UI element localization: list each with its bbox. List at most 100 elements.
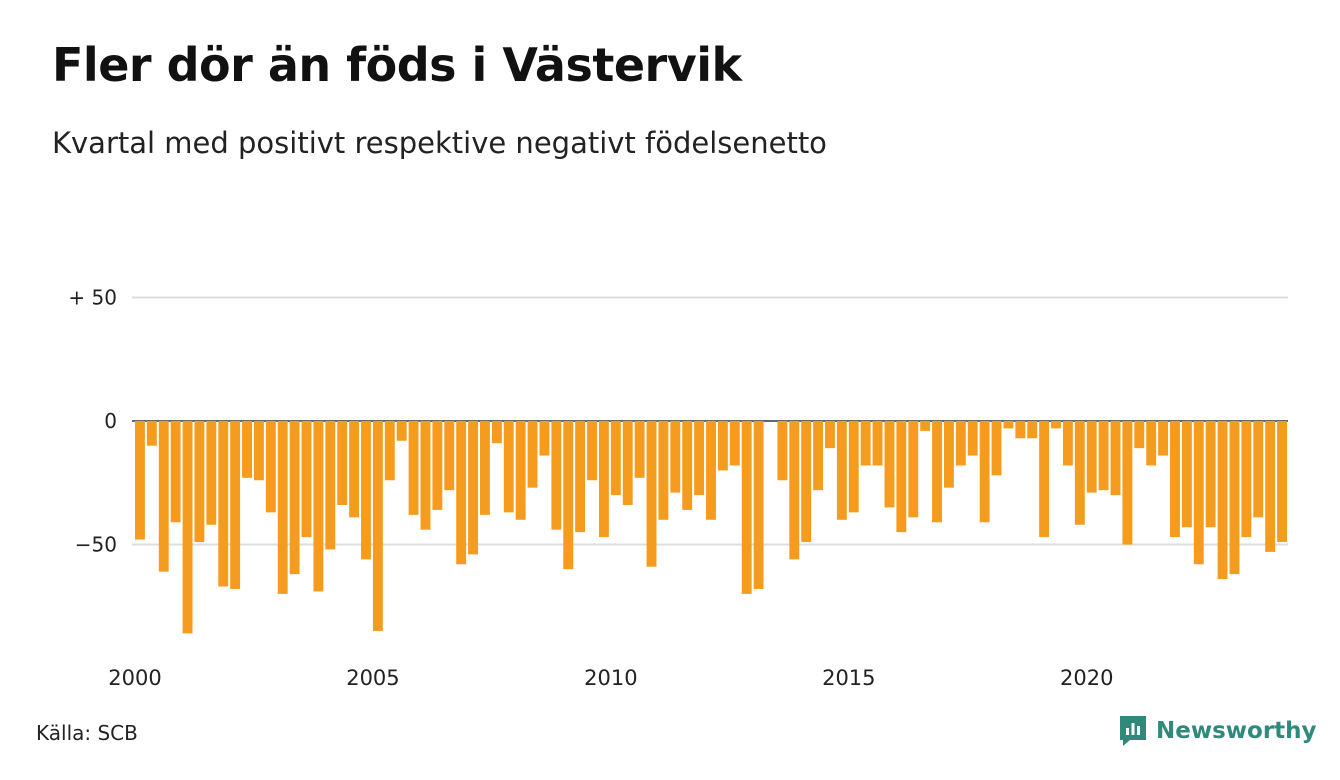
- bar: [158, 421, 169, 572]
- bar: [491, 421, 502, 444]
- y-tick-label: −50: [75, 533, 117, 557]
- bar: [1062, 421, 1073, 466]
- bar: [1015, 421, 1026, 439]
- bar: [1110, 421, 1121, 496]
- bar: [872, 421, 883, 466]
- bar: [218, 421, 229, 587]
- bar: [135, 421, 145, 540]
- bar: [753, 421, 764, 589]
- brand-name: Newsworthy: [1156, 718, 1317, 744]
- bar: [1253, 421, 1264, 518]
- bar: [361, 421, 371, 560]
- bar: [575, 421, 586, 533]
- bar: [967, 421, 978, 456]
- chart-subtitle: Kvartal med positivt respektive negativt…: [52, 126, 827, 160]
- bar: [372, 421, 383, 631]
- bar: [539, 421, 550, 456]
- bar: [337, 421, 348, 505]
- bar: [1039, 421, 1050, 538]
- x-tick-label: 2020: [1060, 666, 1113, 690]
- bar: [610, 421, 621, 496]
- bar: [1134, 421, 1145, 449]
- bar: [1205, 421, 1216, 528]
- bar: [1217, 421, 1228, 580]
- x-tick-label: 2005: [346, 666, 399, 690]
- bar: [1170, 421, 1180, 538]
- bar: [955, 421, 966, 466]
- bar: [813, 421, 824, 491]
- bar: [408, 421, 419, 515]
- bar: [789, 421, 800, 560]
- bar: [551, 421, 562, 530]
- bar: [146, 421, 157, 446]
- bar: [1051, 421, 1061, 429]
- bar: [277, 421, 288, 594]
- bar: [1158, 421, 1169, 456]
- bar: [349, 421, 360, 518]
- newsworthy-logo-icon: [1120, 716, 1146, 746]
- axis-labels: + 50 0 −50 2000 2005 2010 2015 2020: [68, 286, 1113, 691]
- bar: [289, 421, 300, 575]
- bar: [836, 421, 847, 520]
- chart-title: Fler dör än föds i Västervik: [52, 38, 742, 92]
- bar: [503, 421, 514, 513]
- y-tick-label: + 50: [68, 286, 117, 310]
- bar: [301, 421, 312, 538]
- bar: [884, 421, 895, 508]
- source-note: Källa: SCB: [36, 721, 138, 745]
- bar: [991, 421, 1002, 476]
- bar: [480, 421, 490, 515]
- bar: [563, 421, 574, 570]
- bar: [384, 421, 395, 481]
- bar: [432, 421, 443, 510]
- bar: [444, 421, 455, 491]
- bar: [182, 421, 193, 634]
- bar: [1086, 421, 1097, 493]
- bar: [527, 421, 538, 488]
- bar: [587, 421, 597, 481]
- bar: [170, 421, 181, 523]
- bar: [682, 421, 693, 510]
- bar: [932, 421, 942, 523]
- bar: [1193, 421, 1204, 565]
- bar: [598, 421, 609, 538]
- bar: [658, 421, 669, 520]
- bar: [1122, 421, 1133, 545]
- bar: [943, 421, 954, 488]
- bar: [920, 421, 931, 431]
- bar: [468, 421, 479, 555]
- bar: [230, 421, 241, 589]
- bars: [135, 421, 1287, 634]
- bar: [1241, 421, 1252, 538]
- bar: [265, 421, 276, 513]
- bar: [1229, 421, 1240, 575]
- bar: [1074, 421, 1085, 525]
- bar: [825, 421, 835, 449]
- bar: [206, 421, 217, 525]
- bar: [729, 421, 740, 466]
- bar: [1265, 421, 1276, 552]
- x-tick-label: 2000: [108, 666, 161, 690]
- y-tick-label: 0: [104, 409, 117, 433]
- bar: [694, 421, 705, 496]
- bar: [396, 421, 407, 441]
- bar: [420, 421, 431, 530]
- brand-logo[interactable]: Newsworthy: [1118, 714, 1317, 748]
- bar: [1146, 421, 1157, 466]
- bar: [194, 421, 205, 543]
- bar: [456, 421, 467, 565]
- bar: [515, 421, 526, 520]
- bar: [253, 421, 264, 481]
- x-tick-label: 2010: [584, 666, 637, 690]
- bar: [242, 421, 252, 478]
- bar: [908, 421, 919, 518]
- bar: [634, 421, 645, 478]
- bar: [325, 421, 336, 550]
- bar: [741, 421, 752, 594]
- bar: [1098, 421, 1109, 491]
- bar: [1003, 421, 1014, 429]
- bar: [896, 421, 907, 533]
- bar: [670, 421, 681, 493]
- bar: [777, 421, 788, 481]
